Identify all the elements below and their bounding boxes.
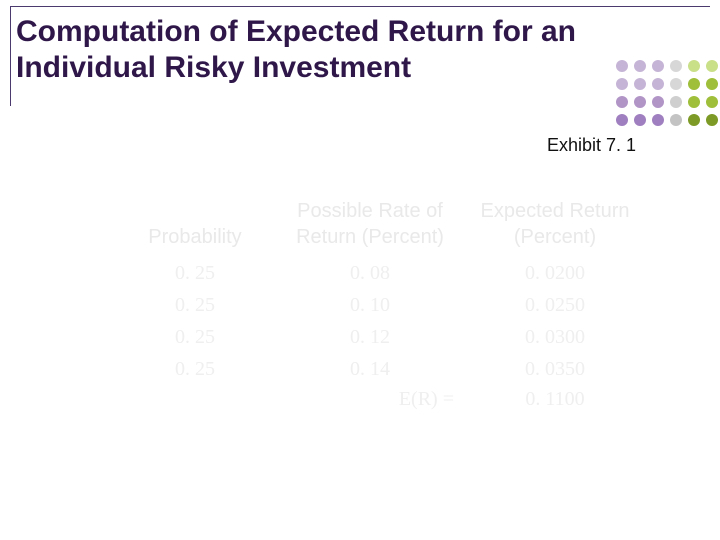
table-cell: 0. 0250: [470, 292, 640, 318]
dot-icon: [652, 60, 664, 72]
table-cell: 0. 0200: [470, 260, 640, 286]
dot-icon: [634, 78, 646, 90]
dot-icon: [616, 78, 628, 90]
table-header: Probability Possible Rate ofReturn (Perce…: [120, 190, 640, 250]
dot-icon: [652, 114, 664, 126]
column-header-line2: Return (Percent): [296, 224, 444, 250]
column-header: Possible Rate ofReturn (Percent): [270, 190, 470, 250]
blank-cell: [120, 388, 270, 411]
table-cell: 0. 25: [120, 260, 270, 286]
dot-icon: [652, 78, 664, 90]
dot-icon: [706, 96, 718, 108]
column-header-line2: Probability: [148, 224, 241, 250]
dot-icon: [652, 96, 664, 108]
table-cell: 0. 0350: [470, 356, 640, 382]
table-cell: 0. 25: [120, 292, 270, 318]
table-body: 0. 250. 080. 02000. 250. 100. 02500. 250…: [120, 260, 640, 382]
column-header-line1: Possible Rate of: [297, 198, 443, 224]
dot-icon: [688, 78, 700, 90]
dot-icon: [688, 60, 700, 72]
dot-icon: [706, 60, 718, 72]
column-header: Probability: [120, 190, 270, 250]
dot-icon: [688, 96, 700, 108]
top-rule: [10, 6, 710, 7]
total-label: E(R) =: [270, 388, 470, 411]
table-cell: 0. 14: [270, 356, 470, 382]
left-rule: [10, 6, 11, 106]
dot-icon: [634, 96, 646, 108]
table-cell: 0. 25: [120, 324, 270, 350]
total-value: 0. 1100: [470, 388, 640, 411]
decorative-dots: [600, 60, 720, 130]
column-header: Expected Return(Percent): [470, 190, 640, 250]
dot-icon: [616, 96, 628, 108]
exhibit-label: Exhibit 7. 1: [547, 135, 636, 156]
table-cell: 0. 08: [270, 260, 470, 286]
column-header-line1: Expected Return: [481, 198, 630, 224]
dot-icon: [634, 114, 646, 126]
column-header-line2: (Percent): [514, 224, 596, 250]
dot-icon: [616, 114, 628, 126]
table-cell: 0. 0300: [470, 324, 640, 350]
expected-return-table: Probability Possible Rate ofReturn (Perce…: [120, 190, 640, 411]
dot-icon: [616, 60, 628, 72]
dot-icon: [634, 60, 646, 72]
slide: Computation of Expected Return for an In…: [0, 0, 720, 540]
dot-icon: [706, 114, 718, 126]
table-cell: 0. 25: [120, 356, 270, 382]
page-title: Computation of Expected Return for an In…: [16, 14, 616, 86]
dot-icon: [670, 96, 682, 108]
dot-icon: [670, 114, 682, 126]
dot-icon: [670, 60, 682, 72]
dot-icon: [688, 114, 700, 126]
table-cell: 0. 12: [270, 324, 470, 350]
table-total-row: E(R) = 0. 1100: [120, 388, 640, 411]
dot-icon: [706, 78, 718, 90]
table-cell: 0. 10: [270, 292, 470, 318]
dot-icon: [670, 78, 682, 90]
